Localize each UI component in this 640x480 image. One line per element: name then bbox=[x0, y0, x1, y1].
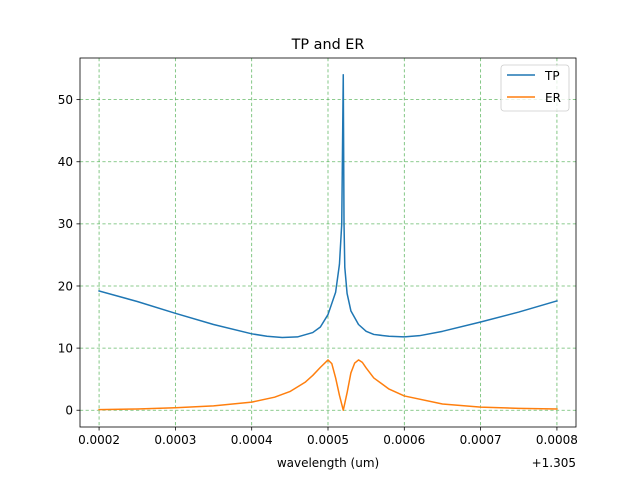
x-axis-label: wavelength (um) bbox=[277, 456, 379, 470]
y-tick-label: 0 bbox=[65, 404, 73, 418]
y-tick-label: 40 bbox=[58, 155, 73, 169]
x-axis-ticks: 0.0002 0.0003 0.0004 0.0005 0.0006 0.0007 0.00… bbox=[78, 427, 578, 447]
x-tick-label: 0.0005 bbox=[307, 433, 349, 447]
x-tick-label: 0.0006 bbox=[383, 433, 425, 447]
x-tick-label: 0.0007 bbox=[460, 433, 502, 447]
y-tick-label: 20 bbox=[58, 279, 73, 293]
chart-title: TP and ER bbox=[291, 37, 365, 53]
y-axis-ticks: 0 10 20 30 40 50 bbox=[58, 93, 80, 418]
x-axis-offset-label: +1.305 bbox=[532, 456, 576, 470]
legend-label-er: ER bbox=[545, 91, 561, 105]
series-line-er bbox=[98, 359, 558, 411]
x-tick-label: 0.0003 bbox=[154, 433, 196, 447]
y-tick-label: 50 bbox=[58, 93, 73, 107]
y-tick-label: 30 bbox=[58, 217, 73, 231]
legend-box bbox=[500, 64, 570, 112]
x-tick-label: 0.0008 bbox=[536, 433, 578, 447]
x-tick-label: 0.0004 bbox=[231, 433, 273, 447]
legend-label-tp: TP bbox=[544, 69, 560, 83]
legend: TP ER bbox=[500, 64, 570, 112]
series-line-tp bbox=[98, 74, 558, 339]
y-tick-label: 10 bbox=[58, 341, 73, 355]
x-tick-label: 0.0002 bbox=[78, 433, 120, 447]
grid-lines bbox=[80, 58, 576, 427]
series-layer bbox=[98, 74, 558, 411]
